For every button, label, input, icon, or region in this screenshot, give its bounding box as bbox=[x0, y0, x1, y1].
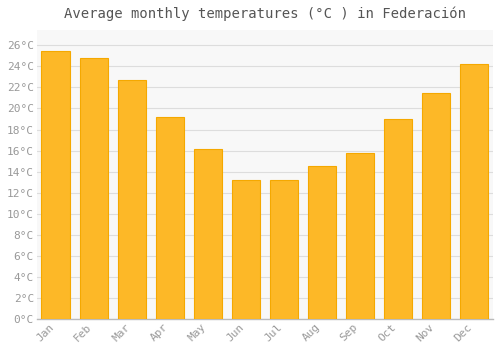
Title: Average monthly temperatures (°C ) in Federación: Average monthly temperatures (°C ) in Fe… bbox=[64, 7, 466, 21]
Bar bbox=[194, 149, 222, 319]
Bar bbox=[384, 119, 412, 319]
Bar bbox=[270, 180, 298, 319]
Bar bbox=[460, 64, 488, 319]
Bar bbox=[80, 58, 108, 319]
Bar bbox=[422, 93, 450, 319]
Bar bbox=[42, 51, 70, 319]
Bar bbox=[308, 166, 336, 319]
Bar bbox=[156, 117, 184, 319]
Bar bbox=[118, 80, 146, 319]
Bar bbox=[232, 180, 260, 319]
Bar bbox=[346, 153, 374, 319]
